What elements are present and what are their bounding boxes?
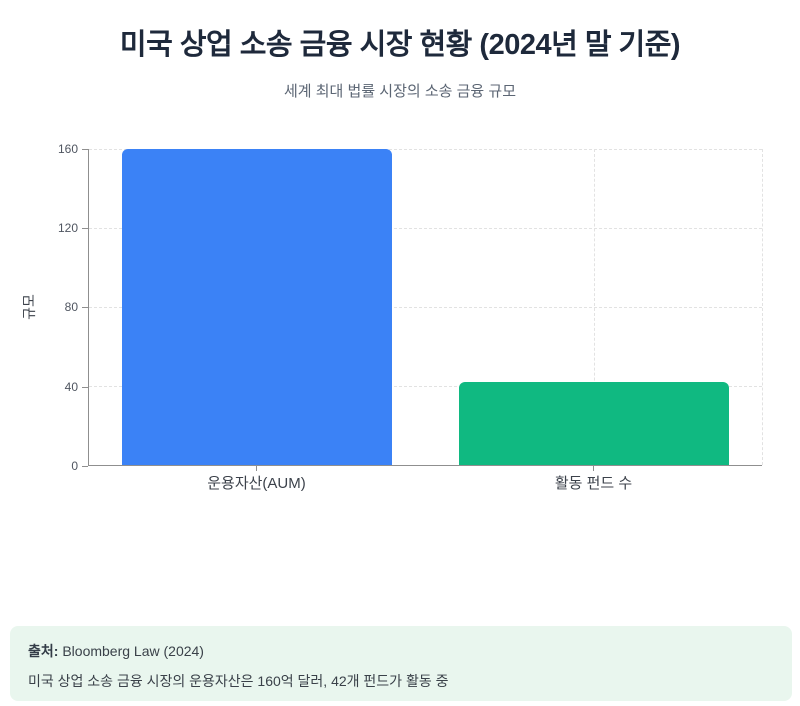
bar-aum bbox=[122, 149, 392, 465]
x-tick-mark bbox=[256, 466, 257, 471]
y-tick-label-80: 80 bbox=[64, 300, 78, 314]
gridline-vertical bbox=[593, 149, 595, 465]
gridline-vertical bbox=[762, 149, 763, 465]
y-tick-mark bbox=[82, 307, 88, 308]
source-note: 미국 상업 소송 금융 시장의 운용자산은 160억 달러, 42개 펀드가 활… bbox=[28, 673, 449, 689]
chart-title: 미국 상업 소송 금융 시장 현황 (2024년 말 기준) bbox=[119, 29, 681, 61]
source-value: Bloomberg Law (2024) bbox=[62, 643, 204, 659]
bar-active-funds bbox=[459, 382, 729, 465]
y-tick-mark bbox=[82, 228, 88, 229]
source-card: 출처: Bloomberg Law (2024) 미국 상업 소송 금융 시장의… bbox=[10, 626, 792, 701]
source-line: 출처: Bloomberg Law (2024) bbox=[28, 641, 774, 661]
y-tick-label-120: 120 bbox=[57, 221, 78, 235]
x-category-label-active-funds: 활동 펀드 수 bbox=[554, 475, 633, 492]
gridline-horizontal bbox=[89, 149, 762, 150]
source-label: 출처: bbox=[28, 643, 59, 659]
y-tick-mark bbox=[82, 387, 88, 388]
chart-subtitle: 세계 최대 법률 시장의 소송 금융 규모 bbox=[283, 83, 516, 100]
gridline-horizontal bbox=[89, 307, 762, 308]
y-tick-mark bbox=[82, 466, 88, 467]
y-tick-label-160: 160 bbox=[57, 142, 78, 156]
y-tick-label-0: 0 bbox=[71, 459, 78, 473]
x-category-label-aum: 운용자산(AUM) bbox=[207, 475, 306, 492]
gridline-horizontal bbox=[89, 228, 762, 229]
y-tick-label-40: 40 bbox=[64, 380, 78, 394]
y-tick-mark bbox=[82, 149, 88, 150]
x-tick-mark bbox=[593, 466, 594, 471]
gridline-horizontal bbox=[89, 386, 762, 387]
plot-area bbox=[88, 149, 763, 466]
